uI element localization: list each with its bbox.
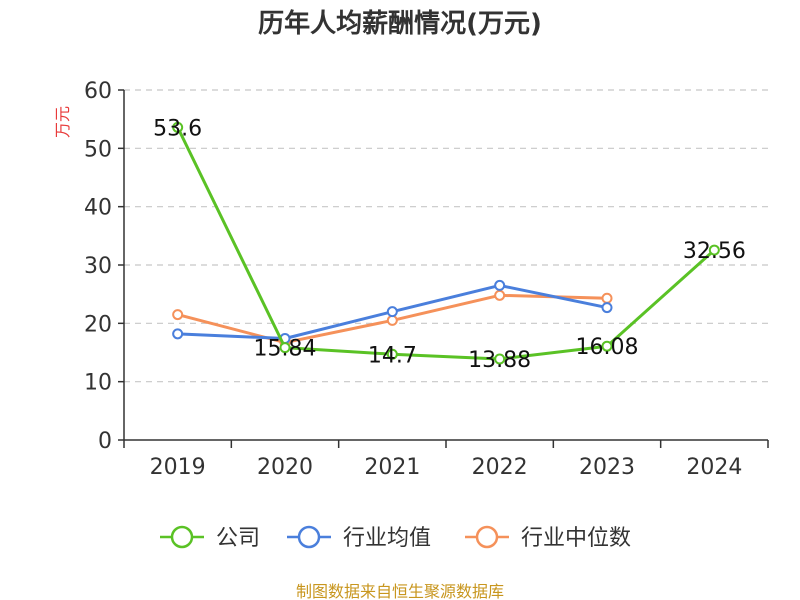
series-2-point-2021	[386, 314, 398, 326]
x-tick-label-2021: 2021	[364, 455, 420, 480]
series-1-point-2021	[386, 306, 398, 318]
legend-swatch-marker-1	[297, 525, 321, 549]
x-tick-label-2022: 2022	[472, 455, 528, 480]
legend-item-2: 行业中位数	[465, 525, 631, 551]
series-0-point-2021	[386, 348, 398, 360]
data-label-2022: 13.88	[468, 348, 531, 373]
y-tick-label-20: 20	[84, 312, 112, 337]
series-2-point-2023	[601, 292, 613, 304]
data-label-2024: 32.56	[683, 239, 746, 264]
y-tick-label-30: 30	[84, 254, 112, 279]
series-2-point-2022	[494, 289, 506, 301]
x-tick-label-2019: 2019	[150, 455, 206, 480]
x-tick-label-2020: 2020	[257, 455, 313, 480]
series-0-point-2022	[494, 353, 506, 365]
series-0-point-2023	[601, 340, 613, 352]
legend-item-0: 公司	[160, 525, 260, 551]
data-label-2023: 16.08	[576, 335, 639, 360]
series-1-point-2023	[601, 302, 613, 314]
series-0-point-2019	[172, 121, 184, 133]
y-axis-label: 万元	[53, 106, 72, 138]
series-line-0	[176, 125, 716, 361]
legend-swatch-marker-2	[475, 525, 499, 549]
legend-label-0: 公司	[216, 526, 260, 551]
legend-item-1: 行业均值	[287, 525, 431, 551]
legend-label-2: 行业中位数	[521, 526, 631, 551]
data-label-2019: 53.6	[153, 116, 202, 141]
series-2-point-2019	[172, 309, 184, 321]
series-1-point-2019	[172, 328, 184, 340]
x-tick-label-2024: 2024	[686, 455, 742, 480]
x-tick-label-2023: 2023	[579, 455, 635, 480]
data-source-note: 制图数据来自恒生聚源数据库	[296, 582, 504, 600]
series-1-point-2022	[494, 279, 506, 291]
y-tick-label-60: 60	[84, 79, 112, 104]
series-0-point-2020	[279, 342, 291, 354]
y-tick-label-10: 10	[84, 371, 112, 396]
y-tick-label-50: 50	[84, 137, 112, 162]
legend-swatch-marker-0	[170, 525, 194, 549]
data-label-2021: 14.7	[368, 343, 417, 368]
y-tick-label-0: 0	[98, 429, 112, 454]
chart-title: 历年人均薪酬情况(万元)	[258, 8, 542, 39]
data-label-2020: 15.84	[254, 337, 317, 362]
legend-label-1: 行业均值	[343, 526, 431, 551]
series-0-point-2024	[708, 244, 720, 256]
y-tick-label-40: 40	[84, 196, 112, 221]
